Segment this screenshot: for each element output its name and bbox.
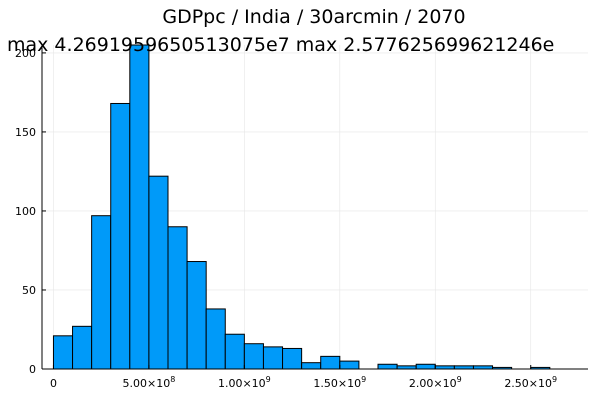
chart-subtitle: max 4.2691959650513075e7 max 2.577625699…: [7, 34, 554, 56]
histogram-bar-6: [167, 226, 188, 370]
histogram-bar-15: [339, 360, 360, 370]
x-tick-label: 1.00×109: [218, 375, 271, 390]
y-tick-label: 50: [22, 284, 36, 297]
histogram-bar-16: [377, 363, 398, 370]
histogram-bar-4: [129, 44, 150, 370]
x-tick-label: 0: [50, 377, 57, 390]
tick-labels: 0 5.00×108 1.00×109 1.50×109 2.00×109 2.50×10…: [15, 47, 557, 390]
x-tick-label: 1.50×109: [313, 375, 366, 390]
histogram-bar-0: [52, 335, 74, 370]
histogram-bar-8: [205, 308, 226, 370]
histogram-bar-2: [91, 215, 112, 370]
chart-title: GDPpc / India / 30arcmin / 2070: [162, 6, 465, 28]
y-tick-label: 200: [15, 47, 36, 60]
histogram-bars: [52, 44, 551, 370]
histogram-bar-12: [282, 347, 303, 370]
histogram-bar-14: [320, 355, 341, 370]
y-tick-label: 0: [29, 363, 36, 376]
x-tick-label: 5.00×108: [123, 375, 176, 390]
histogram-bar-5: [148, 175, 169, 370]
histogram-bar-10: [243, 343, 264, 370]
y-tick-label: 100: [15, 205, 36, 218]
x-tick-label: 2.00×109: [409, 375, 462, 390]
histogram-bar-18: [415, 363, 436, 370]
histogram-bar-7: [186, 261, 207, 370]
histogram-bar-13: [301, 362, 322, 370]
histogram-bar-3: [110, 102, 131, 370]
histogram-bar-9: [224, 333, 245, 370]
y-tick-label: 150: [15, 126, 36, 139]
x-tick-label: 2.50×109: [504, 375, 557, 390]
histogram-bar-11: [262, 346, 284, 370]
histogram-bar-1: [72, 325, 93, 370]
axes: [41, 45, 588, 370]
